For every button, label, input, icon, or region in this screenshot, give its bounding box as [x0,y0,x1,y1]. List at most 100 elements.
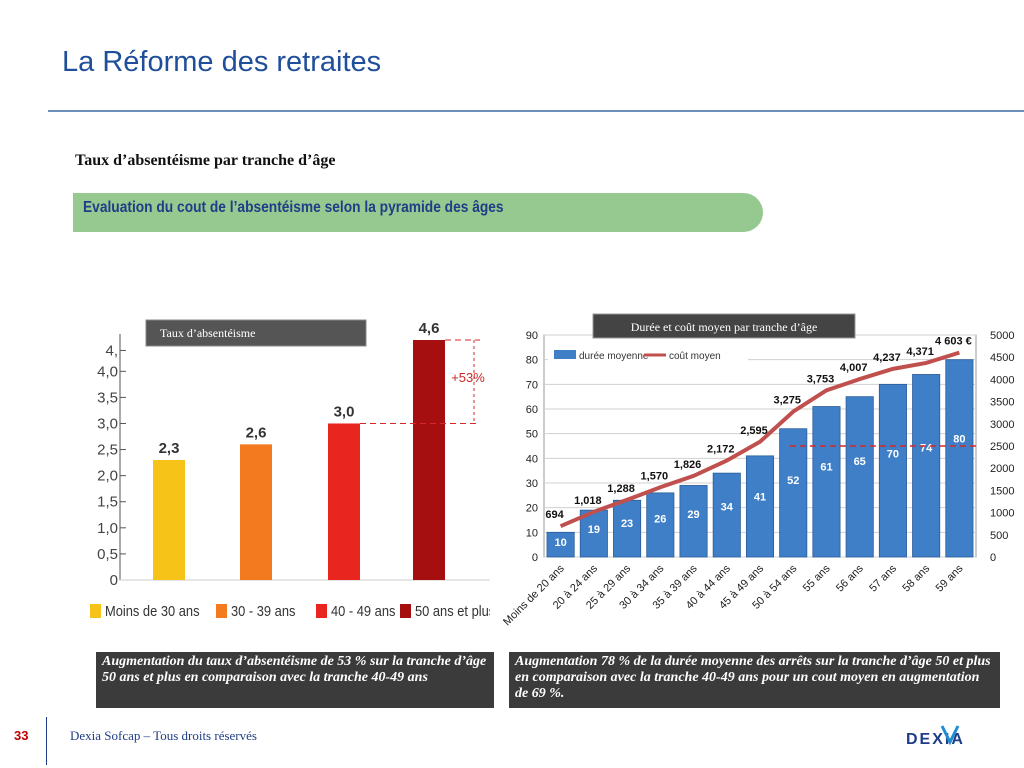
bar [153,460,185,580]
bar-value-label: 65 [854,456,866,468]
line-value-label: 1,288 [607,483,635,495]
line-value-label: 3,753 [807,373,835,385]
dexia-logo: DEXIA [906,725,965,748]
y-tick-label: 3,5 [97,389,118,406]
y-tick-label: 3,0 [97,415,118,432]
legend-label: 50 ans et plus [415,602,490,619]
y-right-tick-label: 2500 [990,441,1014,453]
bar-value-label: 23 [621,518,633,530]
x-tick-label: 59 ans [934,562,966,594]
page-title: La Réforme des retraites [62,46,382,78]
legend-swatch [400,604,411,618]
chart-title-box [592,313,856,339]
y-left-tick-label: 40 [526,453,538,465]
line-value-label: 4,237 [873,352,901,364]
legend-swatch [90,604,101,618]
bar [812,406,841,558]
line-value-label: 1,826 [674,459,702,471]
bar [613,499,642,558]
line-value-label: 3,275 [773,395,801,407]
left-caption: Augmentation du taux d’absentéisme de 53… [96,652,494,708]
duration-cost-chart: 0 10 20 30 40 50 60 70 80 90 0 500 1000 1500 2000 2500 3… [501,313,1014,628]
y-right-tick-label: 1000 [990,508,1014,520]
y-right-tick-label: 3000 [990,419,1014,431]
bar-value-label: 34 [721,502,734,514]
y-left-tick-label: 90 [526,330,538,342]
title-divider [48,110,1024,112]
y-right-tick-label: 3500 [990,397,1014,409]
y-tick-label: 1,0 [97,520,118,537]
x-tick-label: Moins de 20 ans [501,562,567,628]
footer-divider [46,717,47,765]
bar-value-label: 29 [687,509,699,521]
bar [845,396,874,558]
y-left-tick-label: 30 [526,478,538,490]
bar-value-label: 2,6 [246,424,267,441]
right-caption: Augmentation 78 % de la durée moyenne de… [509,652,1000,708]
bar [745,455,775,558]
section-subtitle: Taux d’absentéisme par tranche d’âge [75,152,336,169]
legend-swatch [316,604,327,618]
legend-label: durée moyenne [579,351,649,362]
page-number: 33 [14,728,29,743]
y-left-tick-label: 80 [526,355,538,367]
line-value-label: 1,570 [641,470,669,482]
legend-label: 30 - 39 ans [231,602,295,619]
bar-value-label: 10 [554,537,566,549]
x-tick-label: 57 ans [867,562,899,594]
y-right-tick-label: 2000 [990,463,1014,475]
y-right-tick-label: 0 [990,552,996,564]
bar-value-label: 4,6 [419,320,440,337]
y-left-tick-label: 20 [526,503,538,515]
y-right-tick-label: 1500 [990,485,1014,497]
bar [712,472,741,558]
bar [413,340,445,580]
x-tick-label: 58 ans [900,562,932,594]
footer-copyright: Dexia Sofcap – Tous droits réservés [70,728,257,743]
bar-value-label: 26 [654,514,666,526]
bar [679,485,708,558]
bar [945,359,974,558]
bar-value-label: 70 [887,448,899,460]
legend-label: Moins de 30 ans [105,602,200,619]
chart-title: Durée et coût moyen par tranche d’âge [631,320,818,334]
bar-value-label: 61 [820,462,832,474]
bar-value-label: 52 [787,475,799,487]
bar-value-label: 41 [754,491,766,503]
y-left-tick-label: 50 [526,429,538,441]
y-tick-label: 4, [105,342,118,359]
y-tick-label: 2,5 [97,442,118,459]
y-right-tick-label: 500 [990,530,1008,542]
legend-swatch-bar [554,350,576,359]
line-value-label: 4 603 € [935,336,972,348]
x-tick-label: 55 ans [801,562,833,594]
svg-text:DEXIA: DEXIA [906,731,965,748]
bar [779,428,808,558]
bar [546,531,575,558]
line-value-label: 4,007 [840,362,868,374]
bar-value-label: 80 [953,434,965,446]
bar-value-label: 19 [588,524,600,536]
y-right-tick-label: 5000 [990,330,1014,342]
y-right-tick-label: 4500 [990,352,1014,364]
x-tick-label: 56 ans [834,562,866,594]
bar-value-label: 74 [920,442,933,454]
y-left-tick-label: 10 [526,527,538,539]
line-value-label: 694 [545,509,564,521]
chart-title: Taux d’absentéisme [160,326,255,340]
line-value-label: 1,018 [574,495,602,507]
legend-swatch [216,604,227,618]
y-left-tick-label: 0 [532,552,538,564]
bar [878,383,907,558]
legend-label: 40 - 49 ans [331,602,395,619]
chart-title-box [145,319,367,347]
absenteeism-chart: 0 0,5 1,0 1,5 2,0 2,5 3,0 3,5 4,0 4, 2,3 2,6 3,0 4,6 +… [90,319,490,619]
series-line-cout-moyen [559,350,960,529]
growth-annotation: +53% [451,370,485,385]
legend-label: coût moyen [669,351,721,362]
bar [240,444,272,580]
bar-value-label: 2,3 [159,440,180,457]
banner-text: Evaluation du cout de l’absentéisme selo… [83,199,504,216]
y-tick-label: 4,0 [97,363,118,380]
y-tick-label: 0 [110,572,118,589]
